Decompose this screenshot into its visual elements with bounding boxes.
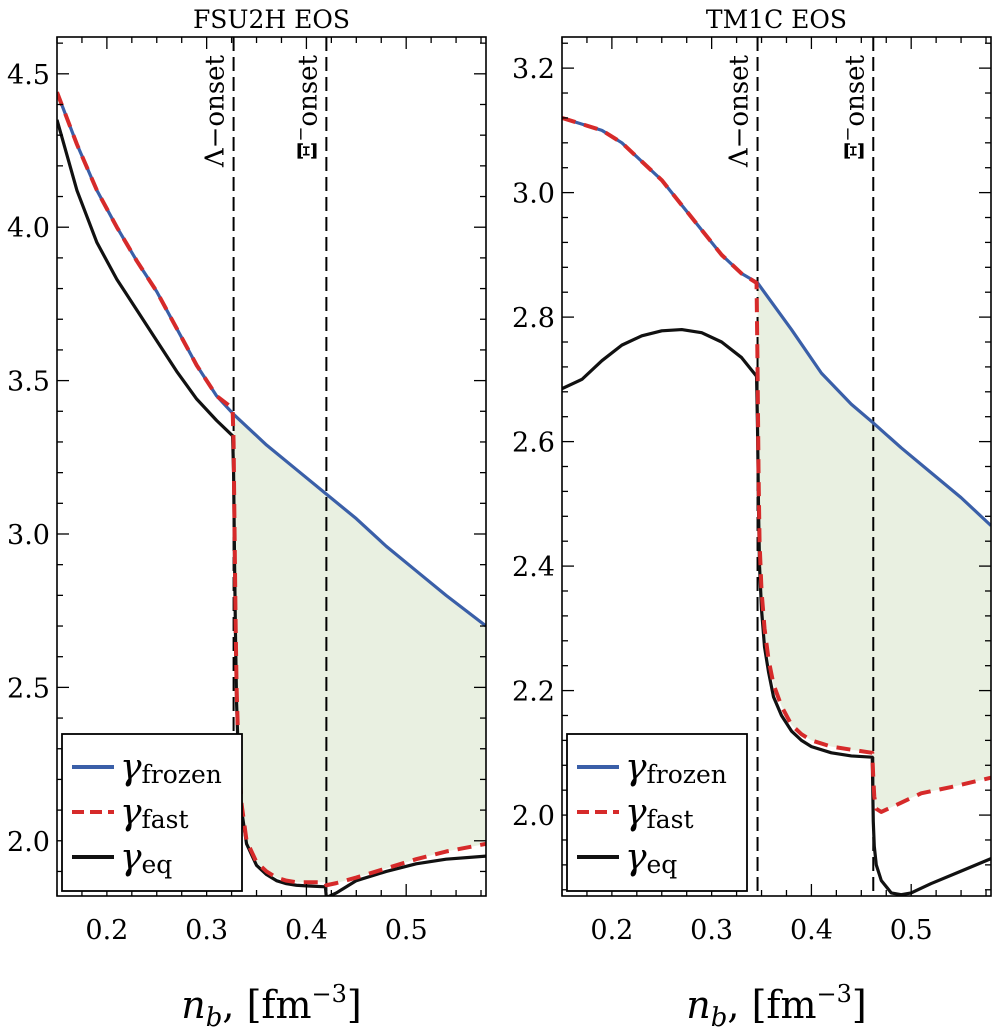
x-axis-sub: b [711, 1003, 728, 1033]
onset-label-charge: − [837, 127, 858, 142]
x-axis-unit: , [fm [222, 983, 311, 1027]
x-axis-exp: −3 [817, 980, 852, 1008]
x-axis-exp: −3 [312, 980, 347, 1008]
y-tick-label: 4.5 [7, 60, 50, 91]
chart-title: TM1C EOS [706, 5, 847, 34]
y-tick-label: 2.8 [512, 303, 555, 334]
x-axis-close: ] [347, 983, 362, 1027]
x-axis-sub: b [206, 1003, 223, 1033]
x-tick-label: 0.3 [690, 915, 733, 946]
legend-label-eq: γeq [120, 837, 172, 879]
y-tick-label: 2.5 [7, 673, 50, 704]
x-axis-label: nb, [fm−3] [181, 980, 361, 1033]
series-eq-line [562, 327, 991, 896]
legend-symbol: γ [120, 747, 142, 788]
y-tick-label: 3.5 [7, 367, 50, 398]
legend-subscript: fast [647, 805, 694, 834]
legend-symbol: γ [625, 837, 647, 878]
onset-label-symbol: Ξ [840, 142, 870, 160]
legend-symbol: γ [625, 792, 647, 833]
plot-frame [56, 36, 487, 897]
legend-subscript: frozen [142, 760, 222, 789]
legend-symbol: γ [120, 792, 142, 833]
x-tick-label: 0.3 [185, 915, 228, 946]
x-tick-label: 0.5 [385, 915, 428, 946]
onset-label: Λ−onset [201, 54, 231, 168]
onset-label-symbol: Ξ [293, 142, 323, 160]
y-tick-label: 2.0 [7, 827, 50, 858]
onset-label: Ξ−onset [290, 54, 324, 160]
legend-label-frozen: γfrozen [625, 747, 727, 789]
legend-subscript: eq [142, 850, 173, 879]
x-tick-label: 0.4 [285, 915, 328, 946]
legend-label-fast: γfast [625, 792, 694, 834]
y-tick-label: 2.4 [512, 552, 555, 583]
legend-subscript: frozen [647, 760, 727, 789]
legend-symbol: γ [120, 837, 142, 878]
x-axis-unit: , [fm [727, 983, 816, 1027]
legend-label-fast: γfast [120, 792, 189, 834]
onset-label-text: onset [840, 54, 870, 126]
x-tick-label: 0.5 [890, 915, 933, 946]
panel-fsu2h: 0.2 0.3 0.4 0.5 2.0 2.5 3.0 3.5 4.0 4.5 FSU2H EOS Λ… [7, 5, 487, 1033]
x-axis-label: nb, [fm−3] [686, 980, 866, 1033]
y-tick-label: 3.0 [7, 520, 50, 551]
legend-label-eq: γeq [625, 837, 677, 879]
onset-label-text: onset [293, 54, 323, 126]
y-tick-label: 2.0 [512, 801, 555, 832]
y-tick-label: 2.2 [512, 677, 555, 708]
x-axis-var: n [181, 983, 205, 1027]
legend-subscript: fast [142, 805, 189, 834]
legend-symbol: γ [625, 747, 647, 788]
panel-tm1c: 0.2 0.3 0.4 0.5 2.0 2.2 2.4 2.6 2.8 3.0 3.2 TM1C EO… [512, 5, 992, 1033]
x-tick-label: 0.4 [790, 915, 833, 946]
chart-title: FSU2H EOS [193, 5, 350, 34]
y-tick-label: 4.0 [7, 213, 50, 244]
onset-label: Ξ−onset [837, 54, 871, 160]
x-tick-label: 0.2 [590, 915, 633, 946]
legend-subscript: eq [647, 850, 678, 879]
x-tick-label: 0.2 [85, 915, 128, 946]
y-tick-label: 3.2 [512, 54, 555, 85]
y-tick-label: 2.6 [512, 428, 555, 459]
x-axis-var: n [686, 983, 710, 1027]
onset-label: Λ−onset [725, 54, 755, 168]
onset-label-charge: − [290, 127, 311, 142]
shaded-region [233, 414, 486, 886]
x-axis-close: ] [852, 983, 867, 1027]
y-tick-label: 3.0 [512, 179, 555, 210]
legend-label-frozen: γfrozen [120, 747, 222, 789]
